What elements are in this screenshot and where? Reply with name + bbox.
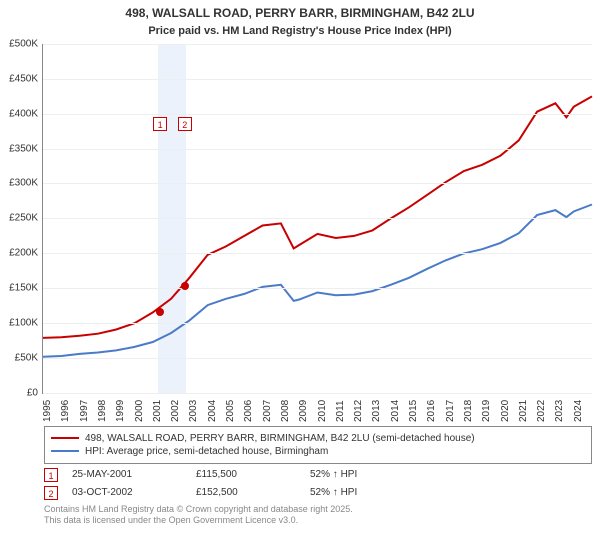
sale-date: 25-MAY-2001	[72, 469, 182, 480]
y-tick-label: £400K	[0, 108, 42, 119]
legend-swatch	[51, 450, 79, 452]
y-tick-label: £100K	[0, 318, 42, 329]
x-axis-labels: 1995199619971998199920002001200220032004…	[42, 394, 592, 424]
legend-label: HPI: Average price, semi-detached house,…	[85, 446, 328, 457]
chart-title: 498, WALSALL ROAD, PERRY BARR, BIRMINGHA…	[0, 0, 600, 24]
y-tick-label: £350K	[0, 143, 42, 154]
y-tick-label: £450K	[0, 73, 42, 84]
sale-pct: 52% ↑ HPI	[310, 487, 410, 498]
legend-swatch	[51, 437, 79, 439]
sales-table: 1 25-MAY-2001 £115,500 52% ↑ HPI 2 03-OCT-200…	[44, 468, 592, 500]
attribution-line1: Contains HM Land Registry data © Crown c…	[44, 504, 592, 515]
chart-area: £0 £50K £100K £150K £200K £250K £300K £350K £400…	[0, 44, 600, 424]
y-tick-label: £300K	[0, 178, 42, 189]
y-tick-label: £50K	[0, 352, 42, 363]
legend: 498, WALSALL ROAD, PERRY BARR, BIRMINGHA…	[44, 426, 592, 464]
series-line	[43, 96, 592, 338]
y-tick-label: £500K	[0, 38, 42, 49]
legend-item: 498, WALSALL ROAD, PERRY BARR, BIRMINGHA…	[51, 433, 585, 444]
y-tick-label: £150K	[0, 283, 42, 294]
y-tick-label: £0	[0, 387, 42, 398]
legend-item: HPI: Average price, semi-detached house,…	[51, 446, 585, 457]
y-tick-label: £250K	[0, 213, 42, 224]
sale-marker-dot	[156, 308, 164, 316]
plot-region: 12	[42, 44, 592, 394]
legend-label: 498, WALSALL ROAD, PERRY BARR, BIRMINGHA…	[85, 433, 475, 444]
sale-marker-tag: 1	[153, 117, 167, 131]
attribution-line2: This data is licensed under the Open Gov…	[44, 515, 592, 526]
series-line	[43, 204, 592, 356]
y-tick-label: £200K	[0, 248, 42, 259]
sale-date: 03-OCT-2002	[72, 487, 182, 498]
chart-subtitle: Price paid vs. HM Land Registry's House …	[0, 24, 600, 44]
sale-row-tag: 1	[44, 468, 58, 482]
attribution: Contains HM Land Registry data © Crown c…	[44, 504, 592, 526]
sale-price: £152,500	[196, 487, 296, 498]
y-axis-labels: £0£50K£100K£150K£200K£250K£300K£350K£400…	[0, 44, 42, 394]
sale-marker-tag: 2	[178, 117, 192, 131]
sale-price: £115,500	[196, 469, 296, 480]
sale-row-tag: 2	[44, 486, 58, 500]
sale-marker-dot	[181, 282, 189, 290]
sale-row: 1 25-MAY-2001 £115,500 52% ↑ HPI	[44, 468, 592, 482]
sale-pct: 52% ↑ HPI	[310, 469, 410, 480]
sale-row: 2 03-OCT-2002 £152,500 52% ↑ HPI	[44, 486, 592, 500]
